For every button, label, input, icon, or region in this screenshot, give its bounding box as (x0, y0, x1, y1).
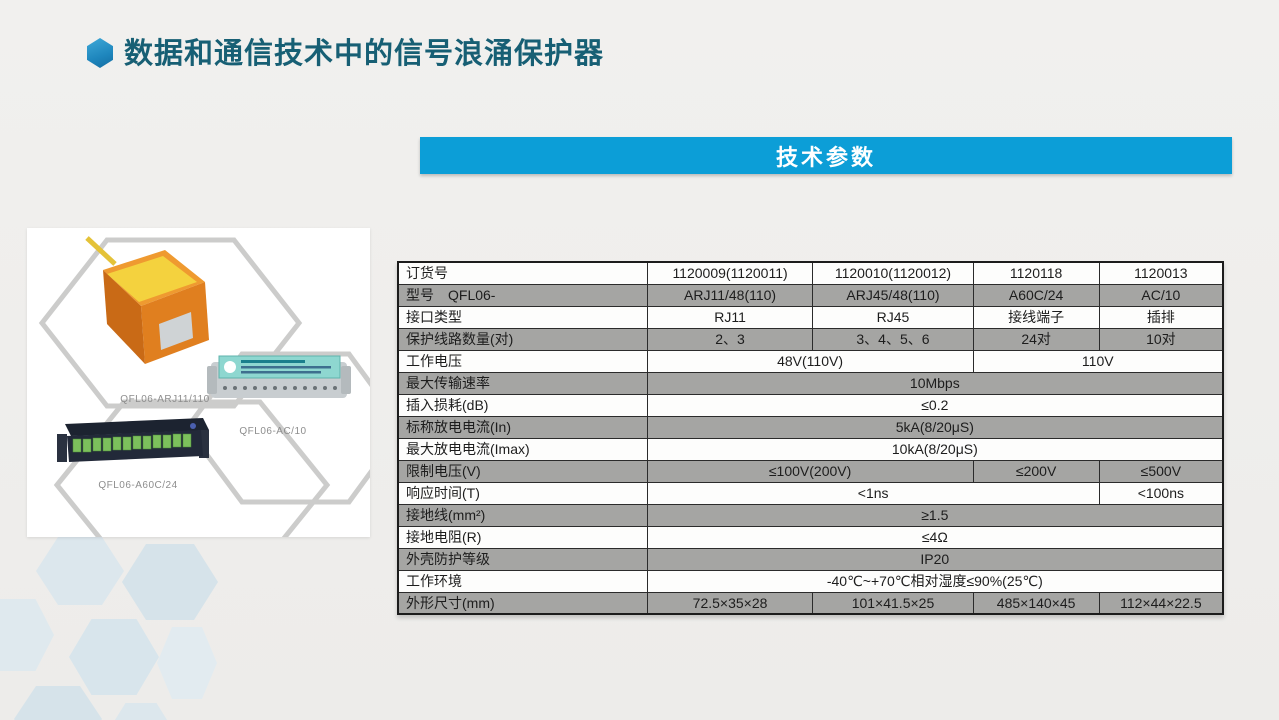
table-cell: 48V(110V) (646, 349, 974, 373)
row-label: 外形尺寸(mm) (397, 591, 648, 615)
product-label: QFL06-ARJ11/110 (120, 394, 210, 405)
row-label: 接地电阻(R) (397, 525, 648, 549)
hexagon-frames (38, 237, 370, 537)
table-row: 工作环境 -40℃~+70℃相对湿度≤90%(25℃) (397, 569, 1224, 593)
table-cell: ≤4Ω (646, 525, 1224, 549)
row-label: 工作环境 (397, 569, 648, 593)
row-label: 型号 QFL06- (397, 283, 648, 307)
table-row: 接地线(mm²) ≥1.5 (397, 503, 1224, 527)
table-cell: ARJ45/48(110) (812, 283, 974, 307)
table-cell: 101×41.5×25 (812, 591, 974, 615)
table-row: 工作电压 48V(110V) 110V (397, 349, 1224, 373)
spec-table-container: 订货号 1120009(1120011) 1120010(1120012) 11… (397, 261, 1224, 615)
row-label: 限制电压(V) (397, 459, 648, 483)
table-cell: <100ns (1098, 481, 1224, 505)
table-cell: 5kA(8/20μS) (646, 415, 1224, 439)
table-cell: 10对 (1098, 327, 1224, 351)
row-label: 订货号 (397, 261, 648, 285)
section-banner-title: 技术参数 (775, 144, 876, 170)
table-row: 接地电阻(R) ≤4Ω (397, 525, 1224, 549)
table-cell: 24对 (972, 327, 1100, 351)
spec-table: 订货号 1120009(1120011) 1120010(1120012) 11… (397, 261, 1224, 615)
row-label: 插入损耗(dB) (397, 393, 648, 417)
row-label: 标称放电电流(In) (397, 415, 648, 439)
section-banner: 技术参数 (420, 137, 1232, 174)
table-cell: 1120013 (1098, 261, 1224, 285)
table-cell: 112×44×22.5 (1098, 591, 1224, 615)
table-row: 插入损耗(dB) ≤0.2 (397, 393, 1224, 417)
table-cell: 72.5×35×28 (646, 591, 814, 615)
table-cell: 110V (972, 349, 1224, 373)
product-image-arj11 (85, 236, 209, 364)
table-row: 订货号 1120009(1120011) 1120010(1120012) 11… (397, 261, 1224, 285)
table-cell: 10kA(8/20μS) (646, 437, 1224, 461)
table-cell: 插排 (1098, 305, 1224, 329)
table-cell: AC/10 (1098, 283, 1224, 307)
row-label: 保护线路数量(对) (397, 327, 648, 351)
table-cell: 10Mbps (646, 371, 1224, 395)
table-row: 型号 QFL06- ARJ11/48(110) ARJ45/48(110) A6… (397, 283, 1224, 307)
product-label: QFL06-AC/10 (239, 426, 307, 437)
table-row: 外形尺寸(mm) 72.5×35×28 101×41.5×25 485×140×… (397, 591, 1224, 615)
product-photos-panel: QFL06-ARJ11/110 QFL06-AC/10 QFL06-A60C/2… (27, 228, 370, 537)
table-cell: ARJ11/48(110) (646, 283, 814, 307)
table-row: 最大传输速率 10Mbps (397, 371, 1224, 395)
table-cell: ≤0.2 (646, 393, 1224, 417)
table-cell: ≤500V (1098, 459, 1224, 483)
table-cell: ≤100V(200V) (646, 459, 974, 483)
table-row: 标称放电电流(In) 5kA(8/20μS) (397, 415, 1224, 439)
table-cell: 2、3 (646, 327, 814, 351)
table-cell: RJ45 (812, 305, 974, 329)
table-row: 限制电压(V) ≤100V(200V) ≤200V ≤500V (397, 459, 1224, 483)
table-cell: -40℃~+70℃相对湿度≤90%(25℃) (646, 569, 1224, 593)
hexagon-bullet-icon (87, 38, 113, 68)
table-row: 保护线路数量(对) 2、3 3、4、5、6 24对 10对 (397, 327, 1224, 351)
product-image-ac10 (207, 355, 351, 398)
table-row: 响应时间(T) <1ns <100ns (397, 481, 1224, 505)
row-label: 接地线(mm²) (397, 503, 648, 527)
table-cell: 3、4、5、6 (812, 327, 974, 351)
table-cell: ≥1.5 (646, 503, 1224, 527)
row-label: 工作电压 (397, 349, 648, 373)
table-cell: IP20 (646, 547, 1224, 571)
table-row: 外壳防护等级 IP20 (397, 547, 1224, 571)
row-label: 响应时间(T) (397, 481, 648, 505)
table-cell: A60C/24 (972, 283, 1100, 307)
row-label: 外壳防护等级 (397, 547, 648, 571)
product-photos-graphic (38, 236, 370, 537)
row-label: 最大传输速率 (397, 371, 648, 395)
table-cell: 1120009(1120011) (646, 261, 814, 285)
header: 数据和通信技术中的信号浪涌保护器 (87, 30, 604, 72)
table-cell: 485×140×45 (972, 591, 1100, 615)
table-cell: RJ11 (646, 305, 814, 329)
row-label: 最大放电电流(Imax) (397, 437, 648, 461)
table-cell: ≤200V (972, 459, 1100, 483)
product-label: QFL06-A60C/24 (98, 480, 178, 491)
table-cell: 1120118 (972, 261, 1100, 285)
table-row: 接口类型 RJ11 RJ45 接线端子 插排 (397, 305, 1224, 329)
table-cell: <1ns (646, 481, 1100, 505)
page-title: 数据和通信技术中的信号浪涌保护器 (124, 38, 605, 70)
table-cell: 接线端子 (972, 305, 1100, 329)
row-label: 接口类型 (397, 305, 648, 329)
table-row: 最大放电电流(Imax) 10kA(8/20μS) (397, 437, 1224, 461)
table-cell: 1120010(1120012) (812, 261, 974, 285)
product-image-a60c (57, 418, 209, 462)
